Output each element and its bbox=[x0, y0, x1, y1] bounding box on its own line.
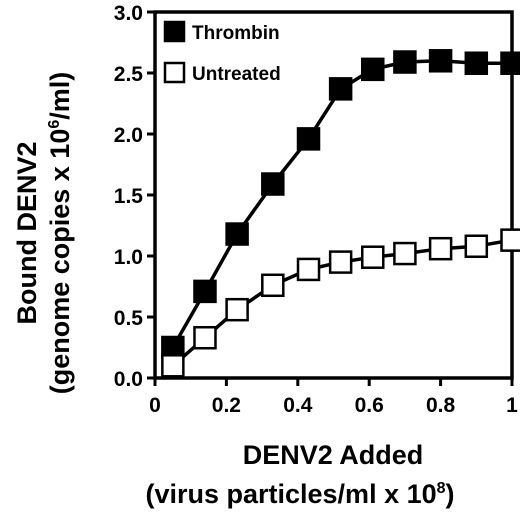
y-tick-label: 2.0 bbox=[114, 124, 143, 147]
x-tick-label: 0.4 bbox=[283, 394, 313, 417]
legend-label-untreated: Untreated bbox=[192, 64, 281, 85]
legend-label-thrombin: Thrombin bbox=[192, 23, 280, 44]
point-thrombin bbox=[261, 172, 285, 196]
point-thrombin bbox=[225, 222, 249, 246]
y-tick-label: 2.5 bbox=[114, 63, 144, 86]
point-untreated bbox=[428, 236, 453, 261]
point-untreated bbox=[193, 325, 217, 350]
axes: 0.0 0.5 1.0 1.5 2.0 2.5 3.0 0 0.2 0.4 0.6 0.8 1 bbox=[114, 2, 518, 417]
y-axis-title-line1: Bound DENV2 bbox=[12, 141, 42, 324]
x-tick-label: 0 bbox=[149, 394, 161, 417]
y-tick-label: 3.0 bbox=[114, 2, 143, 25]
legend-swatch-thrombin bbox=[163, 20, 186, 43]
x-tick-label: 1 bbox=[506, 394, 518, 417]
point-untreated bbox=[296, 257, 321, 282]
series-line-thrombin bbox=[171, 59, 512, 349]
y-tick-label: 1.0 bbox=[114, 246, 143, 269]
point-untreated bbox=[161, 354, 185, 378]
x-axis-title-sup: 8 bbox=[437, 480, 446, 497]
y-axis-title-line2: (genome copies x 106/ml) bbox=[45, 72, 75, 395]
point-thrombin bbox=[500, 51, 520, 75]
point-untreated bbox=[261, 273, 285, 298]
point-untreated bbox=[393, 241, 417, 266]
x-axis-title-line1: DENV2 Added bbox=[243, 440, 424, 470]
y-axis-title-suffix: /ml) bbox=[45, 72, 75, 120]
point-thrombin bbox=[328, 77, 353, 101]
point-untreated bbox=[464, 234, 489, 258]
point-thrombin bbox=[393, 50, 417, 74]
x-axis-title-line2: (virus particles/ml x 108) bbox=[145, 479, 454, 509]
y-tick-label: 1.5 bbox=[114, 185, 144, 208]
point-thrombin bbox=[296, 127, 321, 151]
y-axis-title-prefix: (genome copies x 10 bbox=[45, 129, 75, 395]
y-tick-label: 0.0 bbox=[114, 368, 143, 391]
point-thrombin bbox=[464, 51, 489, 75]
point-thrombin bbox=[193, 279, 217, 304]
x-tick-label: 0.2 bbox=[212, 394, 241, 417]
point-untreated bbox=[328, 250, 353, 274]
x-tick-label: 0.8 bbox=[426, 394, 456, 417]
x-tick-label: 0.6 bbox=[355, 394, 384, 417]
y-tick-label: 0.5 bbox=[114, 307, 144, 330]
x-axis-title-prefix: (virus particles/ml x 10 bbox=[145, 479, 436, 509]
legend-swatch-untreated bbox=[163, 61, 186, 84]
y-axis-title-sup: 6 bbox=[46, 120, 63, 129]
point-untreated bbox=[225, 297, 249, 322]
legend: Thrombin Untreated bbox=[163, 20, 281, 85]
point-thrombin bbox=[361, 57, 385, 82]
x-axis-title-suffix: ) bbox=[446, 479, 455, 509]
point-untreated bbox=[361, 245, 385, 269]
series-layer bbox=[161, 49, 520, 378]
point-untreated bbox=[500, 228, 520, 252]
point-thrombin bbox=[428, 49, 453, 73]
